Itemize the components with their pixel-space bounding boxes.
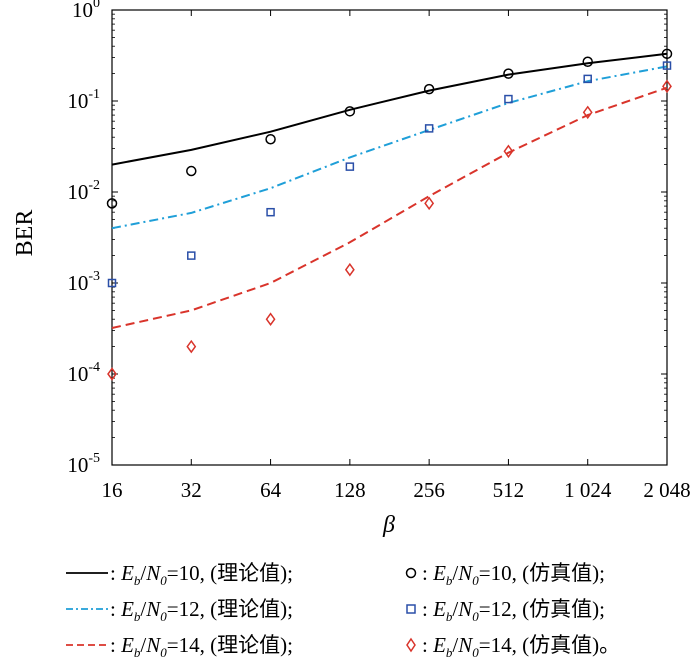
legend-entry-sim-14: : Eb/N0=14, (仿真值)。 [400,628,620,662]
data-point-circle [106,198,118,209]
data-point-diamond [265,312,276,326]
data-point-circle [661,48,673,60]
y-tick-label: 10-4 [67,360,100,386]
plot-area: 16 32 64 128 256 512 1 024 2 048 100 10-1 10-2 10-3… [67,0,690,502]
y-tick-label: 10-3 [67,269,100,295]
data-point-diamond [662,79,672,94]
data-point-diamond [186,339,197,354]
series-line-0 [111,52,668,166]
y-axis-title: BER [12,210,38,257]
legend-entry-theory-12: : Eb/N0=12, (理论值); [64,592,293,626]
x-tick-label: 128 [334,478,366,502]
legend-label: : Eb/N0=10, (仿真值); [422,560,605,589]
legend-marker-circle [405,567,417,579]
legend-marker-square [406,604,416,614]
x-tick-label: 1 024 [564,478,612,502]
legend-entry-theory-10: : Eb/N0=10, (理论值); [64,556,293,590]
data-point-circle [344,106,356,117]
legend-swatch-solid [66,572,108,574]
legend-entry-theory-14: : Eb/N0=14, (理论值); [64,628,293,662]
x-tick-label: 512 [493,478,525,502]
data-point-square [187,251,196,260]
data-point-circle [186,165,197,177]
ber-chart: 16 32 64 128 256 512 1 024 2 048 100 10-1 10-2 10-3… [12,0,691,538]
data-point-diamond [107,367,117,381]
data-point-square [583,74,592,84]
y-tick-label: 10-1 [67,87,100,113]
legend-marker-diamond [406,637,416,653]
data-point-diamond [582,105,593,120]
x-tick-label: 64 [260,478,282,502]
data-point-square [266,207,275,217]
x-axis-title: β [382,512,395,538]
data-point-diamond [424,196,435,211]
legend-entry-sim-12: : Eb/N0=12, (仿真值); [400,592,605,626]
legend-swatch-dashdot [66,608,108,610]
data-point-circle [503,68,514,79]
data-point-diamond [344,262,355,277]
data-point-square [504,94,513,104]
legend: : Eb/N0=10, (理论值); : Eb/N0=10, (仿真值); : … [0,556,700,665]
x-tick-label: 2 048 [643,478,690,502]
series-line-1 [111,65,668,230]
data-point-square [662,61,672,70]
axes-box [111,9,668,466]
y-tick-label: 10-5 [67,451,100,477]
y-tick-label: 100 [72,0,100,22]
legend-label: : Eb/N0=14, (仿真值)。 [422,632,621,661]
data-point-diamond [503,144,514,159]
legend-entry-sim-10: : Eb/N0=10, (仿真值); [400,556,605,590]
data-point-circle [582,56,593,67]
data-point-square [345,162,355,171]
legend-label: : Eb/N0=12, (仿真值); [422,596,605,625]
x-tick-label: 256 [413,478,445,502]
x-tick-label: 32 [181,478,202,502]
data-point-circle [423,83,435,95]
legend-label: : Eb/N0=10, (理论值); [110,560,293,589]
data-point-square [424,124,434,133]
data-point-square [107,278,117,288]
legend-label: : Eb/N0=14, (理论值); [110,632,293,661]
series-line-2 [111,86,668,329]
legend-swatch-dashed [66,644,108,646]
data-point-circle [265,133,276,145]
x-tick-label: 16 [102,478,123,502]
y-tick-label: 10-2 [67,178,100,204]
legend-label: : Eb/N0=12, (理论值); [110,596,293,625]
